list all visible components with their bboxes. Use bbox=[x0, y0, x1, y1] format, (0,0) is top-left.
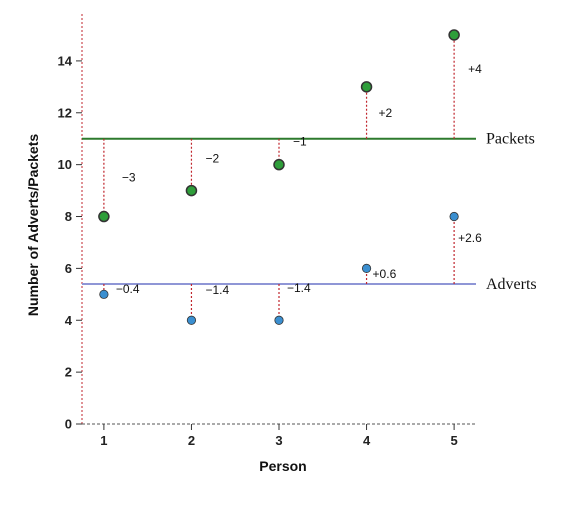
y-tick-label: 6 bbox=[65, 261, 72, 276]
y-tick-label: 12 bbox=[58, 105, 72, 120]
deviation-labels: −3 −2 −1 +2 +4 −0.4 −1.4 −1.4 +0.6 +2.6 bbox=[116, 62, 482, 297]
y-tick-label: 8 bbox=[65, 209, 72, 224]
deviation-label: −3 bbox=[122, 171, 136, 185]
deviation-label: −1 bbox=[293, 135, 307, 149]
deviation-label: +4 bbox=[468, 62, 482, 76]
deviation-label: +0.6 bbox=[373, 267, 397, 281]
data-point-adverts bbox=[274, 315, 284, 325]
y-tick-label: 14 bbox=[58, 53, 73, 68]
data-point-adverts bbox=[186, 315, 197, 325]
x-tick-label: 1 bbox=[100, 433, 107, 448]
deviation-label: +2 bbox=[379, 106, 393, 120]
y-tick-label: 10 bbox=[58, 157, 72, 172]
deviation-label: −0.4 bbox=[116, 282, 140, 296]
x-axis-title: Person bbox=[259, 458, 306, 474]
deviation-label: −1.4 bbox=[287, 281, 311, 295]
x-tick-label: 2 bbox=[188, 433, 195, 448]
mean-line-label-packets: Packets bbox=[486, 131, 535, 148]
mean-lines: Packets Adverts bbox=[82, 131, 537, 293]
data-point-packets bbox=[98, 210, 110, 223]
data-points bbox=[98, 29, 460, 325]
data-point-packets bbox=[185, 184, 198, 197]
data-point-adverts bbox=[99, 289, 109, 299]
x-tick-label: 4 bbox=[363, 433, 371, 448]
x-tick-label: 5 bbox=[450, 433, 457, 448]
x-tick-label: 3 bbox=[275, 433, 282, 448]
y-tick-label: 4 bbox=[65, 313, 73, 328]
mean-line-label-adverts: Adverts bbox=[486, 276, 537, 293]
y-tick-label: 0 bbox=[65, 417, 72, 432]
y-axis-title: Number of Adverts/Packets bbox=[25, 134, 41, 317]
data-point-adverts bbox=[449, 211, 459, 222]
data-point-packets bbox=[448, 29, 460, 41]
data-point-adverts bbox=[361, 263, 372, 273]
deviation-label: −1.4 bbox=[205, 283, 229, 297]
deviation-label: −2 bbox=[205, 152, 219, 166]
deviation-label: +2.6 bbox=[458, 231, 482, 245]
data-point-packets bbox=[360, 81, 373, 93]
y-tick-label: 2 bbox=[65, 365, 72, 380]
data-point-packets bbox=[273, 158, 285, 171]
deviation-lines bbox=[103, 34, 455, 321]
